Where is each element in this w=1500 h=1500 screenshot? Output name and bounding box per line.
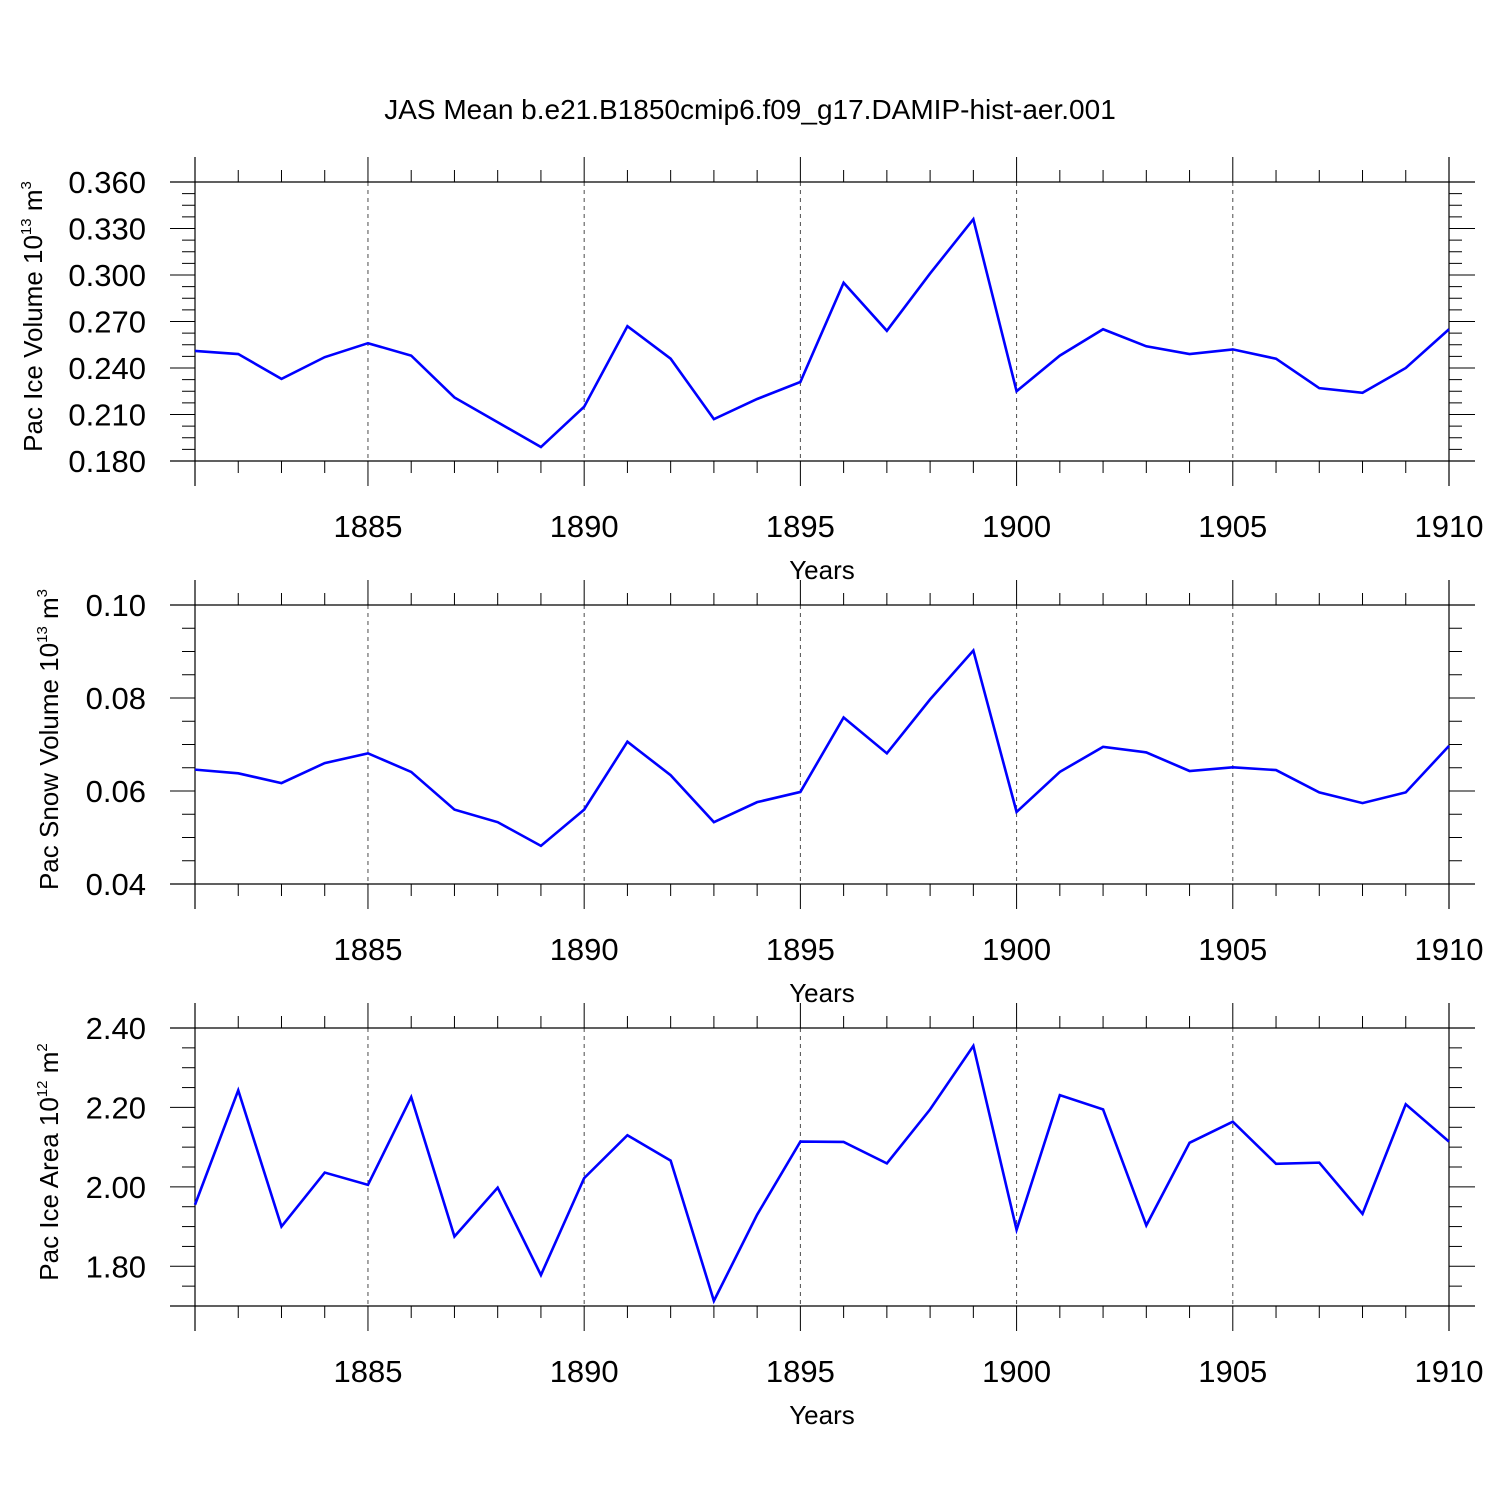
x-tick-label: 1900 (982, 509, 1051, 544)
data-line (194, 216, 1450, 449)
chart-title: JAS Mean b.e21.B1850cmip6.f09_g17.DAMIP-… (384, 94, 1116, 125)
x-tick-label: 1900 (982, 932, 1051, 967)
x-axis-label: Years (789, 978, 855, 1008)
y-tick-label: 2.40 (86, 1011, 146, 1046)
x-tick-label: 1905 (1198, 509, 1267, 544)
y-axis-label-superscript: 13 (18, 218, 35, 235)
y-axis-label-text: m (34, 1052, 64, 1081)
x-tick-label: 1910 (1415, 1354, 1484, 1389)
x-tick-label: 1900 (982, 1354, 1051, 1389)
y-axis-label-superscript: 13 (34, 626, 51, 643)
x-tick-label: 1905 (1198, 932, 1267, 967)
y-tick-label: 0.240 (68, 351, 146, 386)
y-tick-label: 0.300 (68, 258, 146, 293)
y-axis-label-superscript: 2 (34, 1043, 51, 1051)
y-tick-label: 0.10 (86, 588, 146, 623)
x-tick-label: 1895 (766, 509, 835, 544)
y-tick-label: 0.270 (68, 305, 146, 340)
x-tick-label: 1890 (550, 932, 619, 967)
y-axis-label-text: Pac Ice Volume 10 (18, 235, 48, 452)
y-tick-label: 0.180 (68, 444, 146, 479)
x-tick-label: 1890 (550, 1354, 619, 1389)
y-axis-label-superscript: 3 (18, 181, 35, 189)
y-tick-label: 0.04 (86, 867, 146, 902)
chart-panel-2: 0.04 0.06 0.08 0.10 1885 1890 1895 1900 1905 1910… (34, 580, 1483, 1008)
x-axis-label: Years (789, 555, 855, 585)
x-tick-label: 1885 (333, 932, 402, 967)
x-tick-label: 1890 (550, 509, 619, 544)
y-axis-label-superscript: 12 (34, 1080, 51, 1097)
y-tick-label: 0.08 (86, 681, 146, 716)
data-line (193, 1042, 1450, 1305)
y-axis-label-text: m (34, 597, 64, 626)
x-tick-label: 1895 (766, 1354, 835, 1389)
chart-panel-3: 1.80 2.00 2.20 2.40 1885 1890 1895 1900 1905 1910… (34, 1003, 1483, 1430)
y-axis-label: Pac Snow Volume 1013 m3 (34, 589, 64, 890)
x-tick-label: 1910 (1415, 509, 1484, 544)
y-axis-label-text: Pac Snow Volume 10 (34, 643, 64, 890)
y-tick-label: 0.360 (68, 165, 146, 200)
y-tick-label: 2.00 (86, 1170, 146, 1205)
chart-panel-1: 0.180 0.210 0.240 0.270 0.300 0.330 0.360 1885 1… (18, 157, 1483, 585)
y-tick-label: 0.330 (68, 212, 146, 247)
x-tick-label: 1905 (1198, 1354, 1267, 1389)
x-tick-label: 1885 (333, 1354, 402, 1389)
y-axis-label: Pac Ice Area 1012 m2 (34, 1043, 64, 1280)
y-axis-label-text: Pac Ice Area 10 (34, 1097, 64, 1281)
x-tick-label: 1910 (1415, 932, 1484, 967)
y-tick-label: 0.06 (86, 774, 146, 809)
data-line (194, 647, 1450, 848)
x-tick-label: 1885 (333, 509, 402, 544)
y-axis-label-text: m (18, 189, 48, 218)
y-axis-label: Pac Ice Volume 1013 m3 (18, 181, 48, 452)
y-tick-label: 0.210 (68, 398, 146, 433)
y-tick-label: 2.20 (86, 1090, 146, 1125)
x-tick-label: 1895 (766, 932, 835, 967)
x-axis-label: Years (789, 1400, 855, 1430)
y-tick-label: 1.80 (86, 1249, 146, 1284)
y-axis-label-superscript: 3 (34, 589, 51, 597)
